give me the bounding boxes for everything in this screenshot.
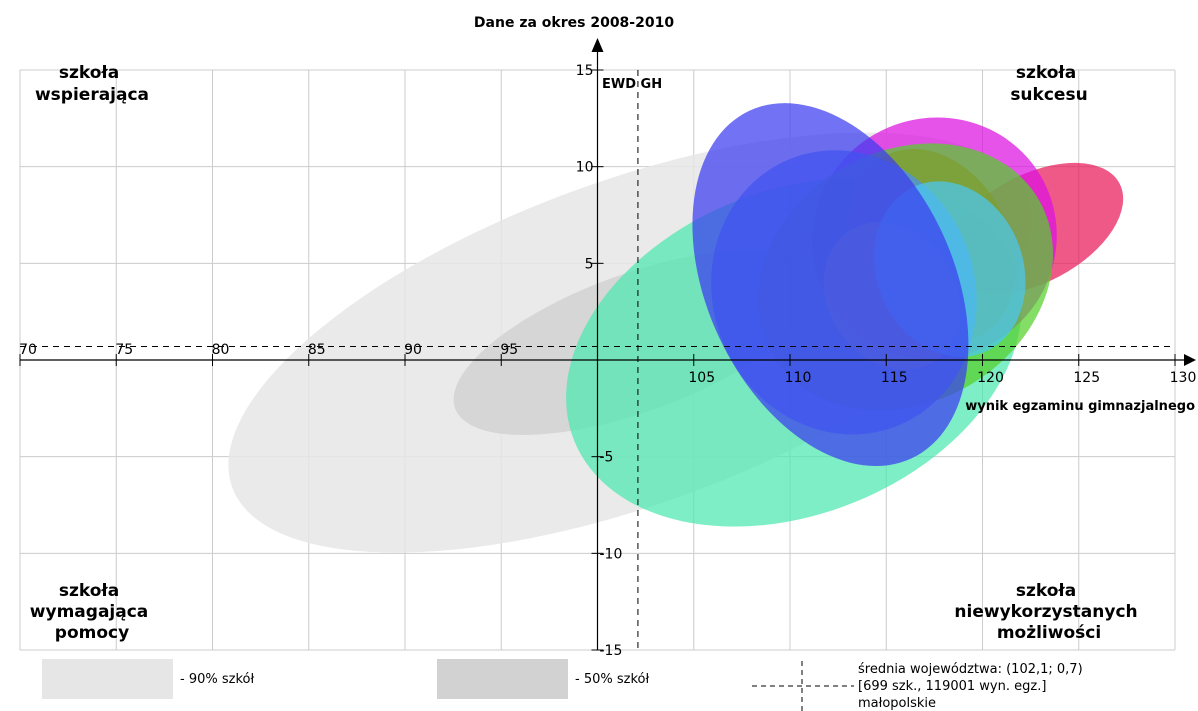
y-tick-label: -5: [600, 450, 614, 466]
quadrant-top-right-line1: szkoła: [1016, 63, 1076, 83]
x-tick-label: 90: [404, 342, 422, 358]
quadrant-top-left-line2: wspierająca: [35, 85, 149, 105]
legend-label-90: - 90% szkół: [180, 672, 254, 687]
x-tick-label: 95: [500, 342, 518, 358]
x-tick-label: 70: [19, 342, 37, 358]
x-tick-label: 110: [785, 370, 812, 386]
y-tick-label: -15: [600, 643, 623, 659]
quadrant-labels: szkoła wspierająca szkoła sukcesu szkoła…: [30, 63, 1143, 643]
legend-mean-line3: małopolskie: [858, 696, 936, 711]
quadrant-top-left: szkoła wspierająca: [35, 63, 149, 105]
quadrant-bottom-left-line3: pomocy: [55, 623, 129, 643]
y-tick-label: 15: [576, 63, 594, 79]
x-tick-label: 125: [1073, 370, 1100, 386]
reference-lines: [20, 70, 1175, 650]
x-tick-label: 75: [115, 342, 133, 358]
y-tick-label: -10: [600, 546, 623, 562]
x-tick-label: 120: [977, 370, 1004, 386]
legend-mean-line2: [699 szk., 119001 wyn. egz.]: [858, 679, 1046, 694]
y-tick-label: 10: [576, 160, 594, 176]
legend-label-50: - 50% szkół: [575, 672, 649, 687]
x-tick-label: 105: [688, 370, 715, 386]
quadrant-bottom-right-line3: możliwości: [997, 623, 1101, 643]
quadrant-bottom-right-line1: szkoła: [1016, 581, 1076, 601]
x-axis-arrow: [1184, 354, 1196, 366]
legend: - 90% szkół - 50% szkół średnia wojewódz…: [42, 659, 1083, 711]
school-ellipse: [692, 103, 969, 467]
y-tick-label: 5: [585, 256, 594, 272]
chart-title: Dane za okres 2008-2010: [474, 15, 674, 31]
legend-swatch-90: [42, 659, 173, 699]
x-tick-label: 130: [1170, 370, 1197, 386]
y-axis-label: EWD GH: [602, 77, 662, 92]
quadrant-top-right: szkoła sukcesu: [1010, 63, 1087, 105]
quadrant-bottom-left-line2: wymagająca: [30, 602, 148, 622]
quadrant-top-left-line1: szkoła: [59, 63, 119, 83]
x-tick-label: 115: [881, 370, 908, 386]
quadrant-bottom-left: szkoła wymagająca pomocy: [30, 581, 154, 643]
quadrant-top-right-line2: sukcesu: [1010, 85, 1087, 105]
x-tick-label: 80: [212, 342, 230, 358]
quadrant-bottom-right-line2: niewykorzystanych: [954, 602, 1137, 622]
legend-swatch-50: [437, 659, 568, 699]
x-tick-label: 85: [308, 342, 326, 358]
school-ellipses: [566, 103, 1124, 527]
quadrant-bottom-left-line1: szkoła: [59, 581, 119, 601]
x-axis-label: wynik egzaminu gimnazjalnego: [965, 399, 1195, 414]
y-axis-arrow: [591, 38, 604, 52]
quadrant-bottom-right: szkoła niewykorzystanych możliwości: [954, 581, 1143, 643]
legend-mean-line1: średnia województwa: (102,1; 0,7): [858, 662, 1083, 677]
chart-axes: [19, 38, 1196, 651]
